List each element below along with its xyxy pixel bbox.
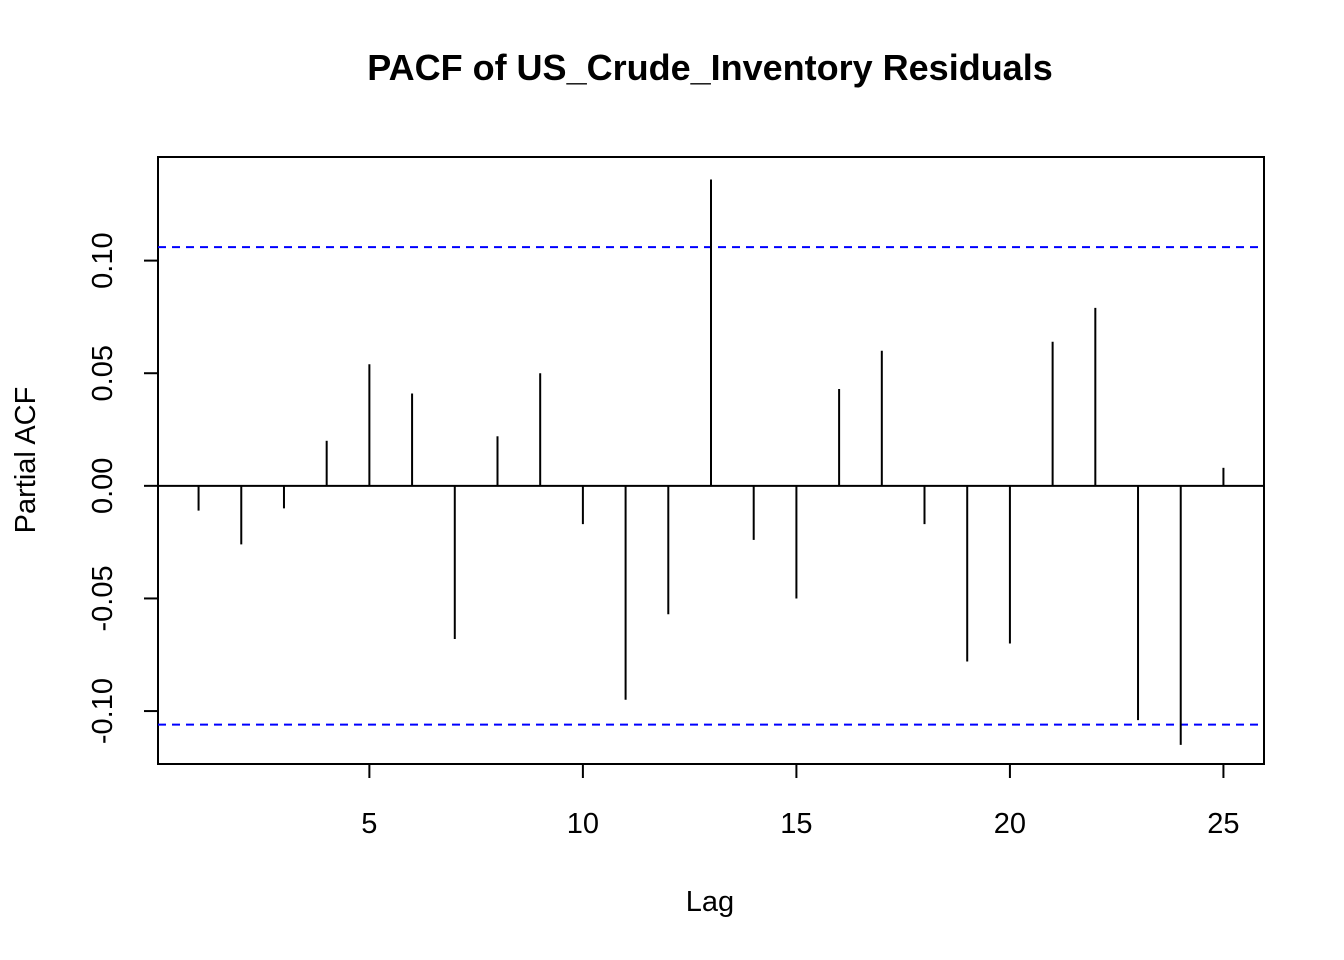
x-tick-label-15: 15 xyxy=(780,808,812,840)
y-tick-label-0: -0.10 xyxy=(87,678,119,744)
x-tick-label-25: 25 xyxy=(1207,808,1239,840)
x-axis: 5 10 15 20 25 xyxy=(361,764,1240,840)
chart-title: PACF of US_Crude_Inventory Residuals xyxy=(367,47,1052,88)
x-tick-label-5: 5 xyxy=(361,808,377,840)
y-tick-label-1: -0.05 xyxy=(87,565,119,631)
y-tick-label-2: 0.00 xyxy=(87,458,119,514)
x-tick-label-20: 20 xyxy=(994,808,1026,840)
y-tick-label-3: 0.05 xyxy=(87,345,119,401)
x-tick-label-10: 10 xyxy=(567,808,599,840)
plot-frame xyxy=(157,156,1265,765)
y-tick-label-4: 0.10 xyxy=(87,232,119,288)
y-axis: -0.10 -0.05 0.00 0.05 0.10 xyxy=(87,232,158,744)
y-axis-label: Partial ACF xyxy=(10,387,42,534)
x-axis-label: Lag xyxy=(686,886,734,918)
pacf-spikes xyxy=(197,179,1225,745)
